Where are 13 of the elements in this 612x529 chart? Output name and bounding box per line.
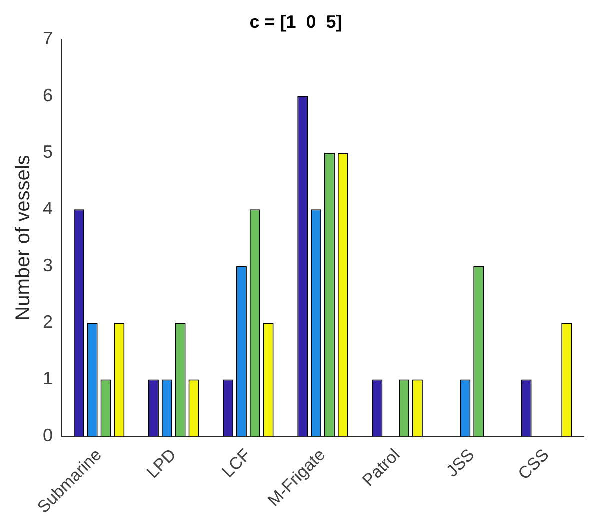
- x-tick-label: CSS: [514, 445, 553, 484]
- y-tick-label: 4: [42, 198, 54, 219]
- y-tick-label: 3: [42, 255, 54, 276]
- y-tick-label: 2: [42, 312, 54, 332]
- x-tick-label: JSS: [442, 445, 478, 481]
- y-axis-title: Number of vessels: [12, 155, 35, 321]
- y-tick-label: 5: [42, 142, 54, 162]
- y-tick-label: 7: [42, 28, 54, 49]
- y-tick-label: 6: [42, 85, 54, 106]
- x-tick-label: LPD: [143, 445, 180, 482]
- y-tick-label: 1: [42, 368, 54, 389]
- chart-title: c = [1 0 5]: [250, 12, 342, 32]
- y-tick-label: 0: [42, 425, 54, 446]
